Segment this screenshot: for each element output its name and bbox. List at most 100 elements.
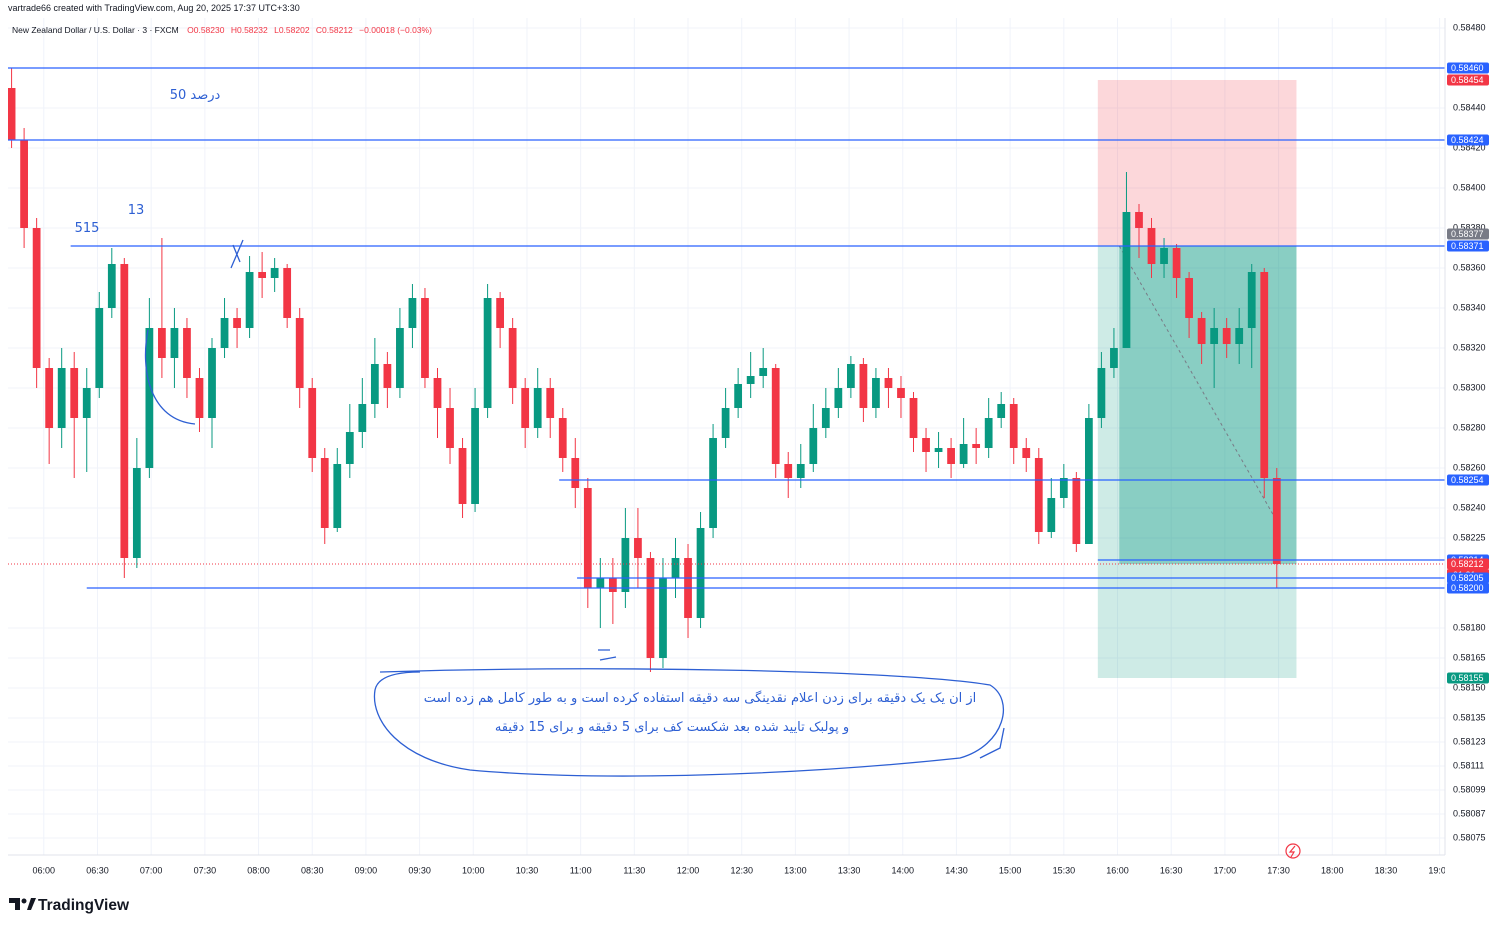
candle-body xyxy=(245,272,254,328)
candle-body xyxy=(1172,248,1181,278)
x-tick-label: 09:30 xyxy=(408,865,431,875)
price-label: 0.58424 xyxy=(1451,135,1484,145)
x-tick-label: 12:00 xyxy=(677,865,700,875)
candle-body xyxy=(283,268,292,318)
candle-body xyxy=(721,408,730,438)
y-tick-label: 0.58480 xyxy=(1453,22,1486,32)
candle-body xyxy=(195,378,204,418)
hand-drawings xyxy=(144,239,1005,777)
candle-body xyxy=(20,140,28,228)
candles xyxy=(8,68,1281,672)
candle-body xyxy=(846,364,855,388)
candle-body xyxy=(984,418,993,448)
price-label-box xyxy=(1447,474,1489,486)
x-tick-label: 09:00 xyxy=(355,865,378,875)
time-axis: 06:00 06:30 07:00 07:30 08:00 08:30 09:00 09:30… xyxy=(33,865,1445,875)
candle-body xyxy=(947,448,955,464)
y-tick-label: 0.58320 xyxy=(1453,342,1486,352)
candle-body xyxy=(1047,498,1056,532)
candle-body xyxy=(45,368,54,428)
x-tick-label: 10:30 xyxy=(516,865,539,875)
price-label: 0.58212 xyxy=(1451,559,1484,569)
candle-body xyxy=(1122,212,1131,348)
annotation: از ان یک یک دقیقه برای زدن اعلام نقدینگی… xyxy=(424,690,977,706)
candle-body xyxy=(421,298,429,378)
x-tick-label: 14:30 xyxy=(945,865,968,875)
annotation: و پولبک تایید شده بعد شکست کف برای 5 دقی… xyxy=(495,720,849,735)
candle-body xyxy=(621,538,630,592)
y-tick-label: 0.58225 xyxy=(1453,532,1486,542)
candle-body xyxy=(508,328,517,388)
candle-body xyxy=(596,578,605,588)
candle-body xyxy=(1135,212,1143,228)
candle-body xyxy=(922,438,930,452)
dash-mark xyxy=(598,649,617,661)
candle-body xyxy=(671,558,680,578)
x-tick-label: 15:00 xyxy=(999,865,1022,875)
candle-body xyxy=(1034,458,1043,532)
y-tick-label: 0.58240 xyxy=(1453,502,1486,512)
candle-body xyxy=(8,88,16,140)
candle-body xyxy=(1072,478,1081,544)
ohlc-open: O0.58230 xyxy=(187,25,225,35)
candle-body xyxy=(82,388,91,418)
y-tick-label: 0.58440 xyxy=(1453,102,1486,112)
annotation: 515 xyxy=(75,221,100,236)
price-label-box xyxy=(1447,572,1489,584)
candle-body xyxy=(433,378,442,408)
candle-body xyxy=(1084,418,1093,544)
candle-body xyxy=(158,328,166,358)
candle-body xyxy=(383,364,392,388)
y-tick-label: 0.58087 xyxy=(1453,808,1486,818)
candle-body xyxy=(796,464,805,478)
candle-body xyxy=(233,318,241,328)
y-tick-label: 0.58260 xyxy=(1453,462,1486,472)
candle-body xyxy=(1197,318,1206,344)
candle-body xyxy=(1160,248,1168,264)
candle-body xyxy=(483,298,492,408)
candle-body xyxy=(771,368,780,464)
candle-body xyxy=(859,364,868,408)
candle-body xyxy=(208,348,216,418)
candle-body xyxy=(1097,368,1106,418)
y-tick-label: 0.58300 xyxy=(1453,382,1486,392)
trade-path xyxy=(1118,245,1279,525)
candle-body xyxy=(809,428,818,464)
candle-body xyxy=(1185,278,1193,318)
candle-body xyxy=(1235,328,1244,344)
candle-body xyxy=(1222,328,1231,344)
candle-body xyxy=(1210,328,1219,344)
price-label-box xyxy=(1447,62,1489,74)
y-tick-label: 0.58150 xyxy=(1453,682,1486,692)
price-label: 0.58200 xyxy=(1451,583,1484,593)
y-tick-label: 0.58340 xyxy=(1453,302,1486,312)
x-tick-label: 16:00 xyxy=(1106,865,1129,875)
y-tick-label: 0.58400 xyxy=(1453,182,1486,192)
candle-body xyxy=(959,444,968,464)
candle-body xyxy=(358,404,367,432)
candle-body xyxy=(1247,272,1256,328)
candle-body xyxy=(396,328,404,388)
candle-body xyxy=(1260,272,1269,478)
ohlc-change: −0.00018 (−0.03%) xyxy=(359,25,432,35)
candle-body xyxy=(834,388,843,408)
candle-body xyxy=(270,268,279,278)
x-tick-label: 13:30 xyxy=(838,865,861,875)
price-label-box xyxy=(1447,240,1489,252)
candle-body xyxy=(696,528,705,618)
price-axis: 0.58480 0.58460 0.58440 0.58420 0.58400 0.583… xyxy=(1447,22,1489,842)
candle-body xyxy=(897,388,905,398)
y-tick-label: 0.58135 xyxy=(1453,712,1486,722)
x-tick-label: 15:30 xyxy=(1053,865,1076,875)
candle-body xyxy=(884,378,893,388)
candle-body xyxy=(997,404,1006,418)
ohlc-high: H0.58232 xyxy=(231,25,268,35)
y-tick-label: 0.58420 xyxy=(1453,142,1486,152)
price-label: 0.58377 xyxy=(1451,229,1484,239)
candle-body xyxy=(107,264,116,308)
candle-body xyxy=(558,418,567,458)
ohlc-low: L0.58202 xyxy=(274,25,310,35)
x-tick-label: 06:30 xyxy=(86,865,109,875)
